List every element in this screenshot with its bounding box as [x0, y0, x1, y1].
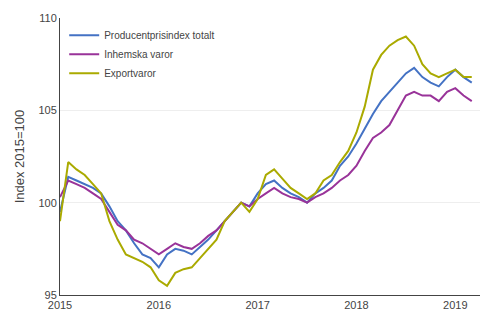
- svg-text:110: 110: [39, 12, 57, 24]
- svg-text:100: 100: [38, 197, 56, 209]
- svg-text:2019: 2019: [443, 299, 467, 311]
- svg-text:2018: 2018: [344, 299, 368, 311]
- svg-text:95: 95: [45, 289, 57, 301]
- svg-text:Exportvaror: Exportvaror: [104, 68, 156, 79]
- svg-text:Index 2015=100: Index 2015=100: [12, 110, 27, 204]
- svg-text:2015: 2015: [48, 299, 72, 311]
- svg-text:Inhemska varor: Inhemska varor: [104, 49, 174, 60]
- svg-text:105: 105: [38, 104, 56, 116]
- svg-text:2016: 2016: [147, 299, 171, 311]
- svg-text:2017: 2017: [245, 299, 269, 311]
- svg-text:Producentprisindex totalt: Producentprisindex totalt: [104, 30, 214, 41]
